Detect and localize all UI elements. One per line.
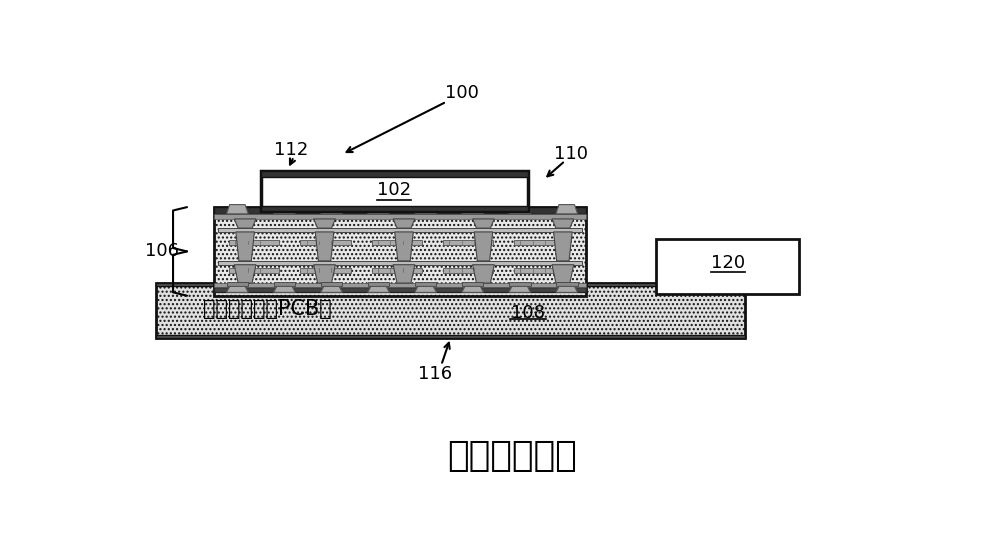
- Polygon shape: [462, 287, 483, 292]
- Polygon shape: [509, 204, 531, 214]
- Polygon shape: [393, 265, 415, 283]
- Bar: [443, 267, 493, 273]
- Polygon shape: [474, 232, 493, 261]
- Polygon shape: [321, 204, 342, 214]
- Bar: [261, 171, 528, 177]
- Bar: [514, 267, 565, 273]
- Bar: [261, 171, 528, 212]
- Bar: [218, 228, 582, 232]
- Polygon shape: [393, 219, 415, 228]
- Polygon shape: [395, 232, 413, 261]
- Bar: [300, 239, 351, 245]
- Polygon shape: [473, 219, 494, 228]
- Text: 106: 106: [145, 242, 179, 260]
- Polygon shape: [552, 265, 574, 283]
- Bar: [214, 207, 586, 296]
- Polygon shape: [234, 265, 256, 283]
- Bar: [372, 267, 422, 273]
- Text: 120: 120: [711, 254, 745, 272]
- Polygon shape: [509, 287, 531, 292]
- Bar: [156, 283, 745, 338]
- Bar: [227, 282, 248, 287]
- Polygon shape: [227, 287, 248, 292]
- Bar: [509, 282, 531, 287]
- Bar: [372, 239, 422, 245]
- Polygon shape: [236, 232, 254, 261]
- Bar: [415, 282, 436, 287]
- Polygon shape: [554, 232, 572, 261]
- Polygon shape: [473, 265, 494, 283]
- Text: 102: 102: [377, 181, 411, 199]
- Polygon shape: [415, 204, 436, 214]
- Text: 112: 112: [274, 141, 309, 159]
- Bar: [214, 207, 586, 214]
- Bar: [261, 206, 528, 212]
- Text: （现有技术）: （现有技术）: [448, 439, 577, 473]
- Bar: [443, 239, 493, 245]
- Polygon shape: [227, 204, 248, 214]
- Text: 100: 100: [445, 84, 479, 102]
- Polygon shape: [274, 204, 295, 214]
- Polygon shape: [321, 287, 342, 292]
- Polygon shape: [314, 265, 335, 283]
- Bar: [214, 283, 586, 287]
- Polygon shape: [415, 287, 436, 292]
- Bar: [156, 335, 745, 338]
- Polygon shape: [552, 219, 574, 228]
- Polygon shape: [368, 204, 389, 214]
- Bar: [514, 239, 565, 245]
- Bar: [229, 239, 279, 245]
- Bar: [274, 282, 295, 287]
- Text: 108: 108: [511, 304, 545, 322]
- Polygon shape: [234, 219, 256, 228]
- Polygon shape: [314, 219, 335, 228]
- Bar: [368, 282, 389, 287]
- Polygon shape: [462, 204, 483, 214]
- Text: 116: 116: [418, 365, 452, 383]
- Bar: [462, 282, 483, 287]
- Text: 110: 110: [554, 145, 588, 163]
- Polygon shape: [556, 287, 578, 292]
- Bar: [656, 239, 799, 294]
- Bar: [218, 261, 582, 265]
- Bar: [229, 267, 279, 273]
- Polygon shape: [315, 232, 334, 261]
- Bar: [300, 267, 351, 273]
- Bar: [556, 282, 578, 287]
- Bar: [214, 214, 586, 219]
- Polygon shape: [556, 204, 578, 214]
- Bar: [214, 287, 586, 292]
- Polygon shape: [368, 287, 389, 292]
- Bar: [321, 282, 342, 287]
- Text: 印刷电路板（PCB）: 印刷电路板（PCB）: [202, 299, 331, 319]
- Bar: [156, 283, 745, 287]
- Polygon shape: [274, 287, 295, 292]
